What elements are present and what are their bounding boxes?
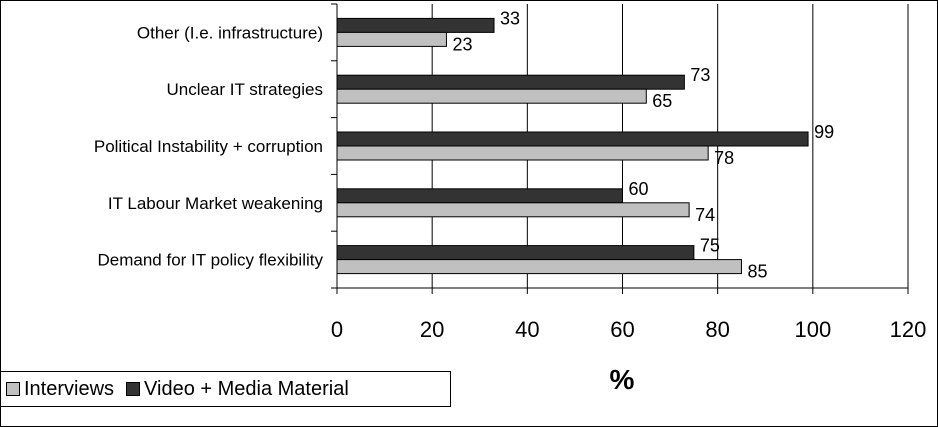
bars xyxy=(336,17,809,275)
category-label: Demand for IT policy flexibility xyxy=(98,251,324,270)
category-label: IT Labour Market weakening xyxy=(108,194,323,213)
labels: 0 20 40 60 80 100 120 Other (I.e. infrastructur… xyxy=(94,8,927,342)
bar-video-media xyxy=(336,74,685,90)
bar-interviews xyxy=(336,145,709,161)
bar-video-media xyxy=(336,188,623,204)
bar-video-media xyxy=(336,131,809,147)
x-tick-label-40: 40 xyxy=(515,317,539,342)
x-tick-label-80: 80 xyxy=(705,317,729,342)
data-label-video-media: 99 xyxy=(814,122,834,142)
bar-video-media xyxy=(336,245,695,261)
legend-swatch-video-media xyxy=(126,382,141,396)
x-tick-label-100: 100 xyxy=(794,317,831,342)
x-tick-label-120: 120 xyxy=(890,317,927,342)
data-label-interviews: 23 xyxy=(452,34,472,54)
data-label-video-media: 75 xyxy=(700,236,720,256)
gridlines xyxy=(431,4,909,288)
legend-label-interviews: Interviews xyxy=(24,377,115,400)
data-label-video-media: 60 xyxy=(629,179,649,199)
legend-swatch-interviews xyxy=(6,382,20,396)
data-label-video-media: 73 xyxy=(690,65,710,85)
data-label-interviews: 65 xyxy=(652,91,672,111)
x-tick-label-0: 0 xyxy=(331,317,343,342)
data-label-interviews: 74 xyxy=(695,205,715,225)
bar-interviews xyxy=(336,31,447,47)
category-label: Political Instability + corruption xyxy=(94,137,323,156)
data-label-interviews: 85 xyxy=(747,262,767,282)
axes xyxy=(331,3,909,294)
legend-item-video-media: Video + Media Material xyxy=(126,378,349,401)
legend-item-interviews: Interviews xyxy=(6,378,114,401)
legend: Interviews Video + Media Material xyxy=(0,371,451,407)
legend-label-video-media: Video + Media Material xyxy=(144,377,349,400)
category-label: Other (I.e. infrastructure) xyxy=(137,23,323,42)
bar-interviews xyxy=(336,202,690,218)
data-label-video-media: 33 xyxy=(500,8,520,28)
data-label-interviews: 78 xyxy=(714,148,734,168)
x-tick-label-60: 60 xyxy=(610,317,634,342)
bar-video-media xyxy=(336,17,495,33)
bar-interviews xyxy=(336,88,647,104)
x-tick-label-20: 20 xyxy=(420,317,444,342)
bar-interviews xyxy=(336,259,742,275)
x-axis-title: % xyxy=(610,364,635,395)
category-label: Unclear IT strategies xyxy=(166,80,323,99)
